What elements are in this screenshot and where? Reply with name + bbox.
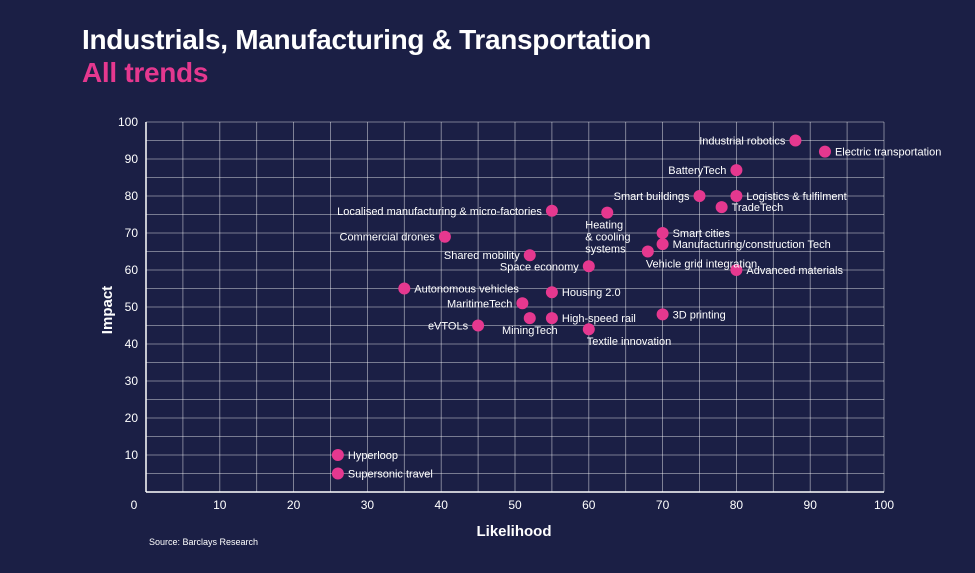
point-label: Commercial drones <box>340 232 436 244</box>
data-point <box>730 190 743 202</box>
point-label: Heating & cooling systems <box>585 220 630 256</box>
data-point <box>789 134 802 147</box>
data-point <box>438 230 451 243</box>
point-label: Advanced materials <box>746 265 843 277</box>
data-point <box>516 297 529 310</box>
y-tick-label: 50 <box>125 300 139 314</box>
data-point <box>582 260 595 273</box>
x-tick-label: 100 <box>874 498 894 512</box>
chart-subtitle: All trends <box>82 57 209 88</box>
data-point <box>693 190 706 202</box>
y-tick-label: 40 <box>125 337 139 351</box>
point-label: eVTOLs <box>428 321 469 333</box>
point-label: High-speed rail <box>562 313 636 325</box>
data-point <box>656 238 669 251</box>
point-label: Smart cities <box>673 228 731 240</box>
grid <box>146 121 885 492</box>
y-tick-label: 30 <box>125 374 139 388</box>
data-point <box>523 249 536 262</box>
y-tick-label: 20 <box>125 411 139 425</box>
data-point <box>523 312 536 325</box>
x-tick-label: 70 <box>656 498 670 512</box>
point-labels: Industrial robotics Electric transportati… <box>337 136 941 481</box>
x-tick-label: 80 <box>730 498 744 512</box>
chart-title: Industrials, Manufacturing & Transportat… <box>82 24 651 55</box>
data-point <box>398 282 411 295</box>
data-point <box>331 467 344 480</box>
data-point <box>545 204 558 217</box>
data-point <box>818 145 831 158</box>
point-label: Vehicle grid integration <box>646 259 757 271</box>
point-label: MiningTech <box>502 325 558 337</box>
data-point <box>472 319 485 332</box>
point-label: Autonomous vehicles <box>414 284 519 296</box>
point-label: Manufacturing/construction Tech <box>673 239 831 251</box>
y-tick-label: 60 <box>125 263 139 277</box>
y-tick-label: 80 <box>125 189 139 203</box>
point-label: BatteryTech <box>668 165 726 177</box>
x-tick-label: 60 <box>582 498 596 512</box>
y-tick-label: 10 <box>125 448 139 462</box>
x-tick-label: 50 <box>508 498 522 512</box>
y-tick-label: 90 <box>125 152 139 166</box>
data-point <box>641 245 654 258</box>
x-tick-label: 40 <box>435 498 449 512</box>
x-tick-label: 30 <box>361 498 375 512</box>
x-tick-label: 0 <box>131 498 138 512</box>
point-label: Localised manufacturing & micro-factorie… <box>337 206 542 218</box>
point-label: TradeTech <box>732 202 784 214</box>
data-point <box>730 164 743 177</box>
point-label: Smart buildings <box>614 191 690 203</box>
point-label: Hyperloop <box>348 450 398 462</box>
x-tick-label: 20 <box>287 498 301 512</box>
data-point <box>331 449 344 461</box>
point-label: Supersonic travel <box>348 469 433 481</box>
point-label: Space economy <box>500 261 579 273</box>
data-point <box>715 201 728 214</box>
data-point <box>601 206 614 219</box>
data-point <box>656 308 669 321</box>
data-point <box>582 323 595 336</box>
y-tick-label: 100 <box>118 115 138 129</box>
data-point <box>545 312 558 325</box>
axes <box>145 122 884 493</box>
data-points <box>331 134 831 480</box>
data-point <box>545 286 558 299</box>
x-axis-label: Likelihood <box>477 523 552 540</box>
x-tick-label: 10 <box>213 498 227 512</box>
source-note: Source: Barclays Research <box>149 537 259 547</box>
x-tick-label: 90 <box>804 498 818 512</box>
y-tick-label: 70 <box>125 226 139 240</box>
data-point <box>656 227 669 239</box>
tick-labels: 0 10 20 30 40 50 60 70 80 90 100 10 20 30 40 50 60 70 80 90… <box>118 115 894 512</box>
point-label: MaritimeTech <box>447 298 512 310</box>
point-label: Logistics & fulfilment <box>746 191 846 203</box>
y-axis-label: Impact <box>99 286 116 334</box>
data-point <box>730 264 743 276</box>
point-label: Electric transportation <box>835 147 941 159</box>
point-label: Housing 2.0 <box>562 287 621 299</box>
point-label: 3D printing <box>673 309 726 321</box>
point-label: Textile innovation <box>587 336 671 348</box>
point-label: Industrial robotics <box>699 136 786 148</box>
point-label: Shared mobility <box>444 250 520 262</box>
